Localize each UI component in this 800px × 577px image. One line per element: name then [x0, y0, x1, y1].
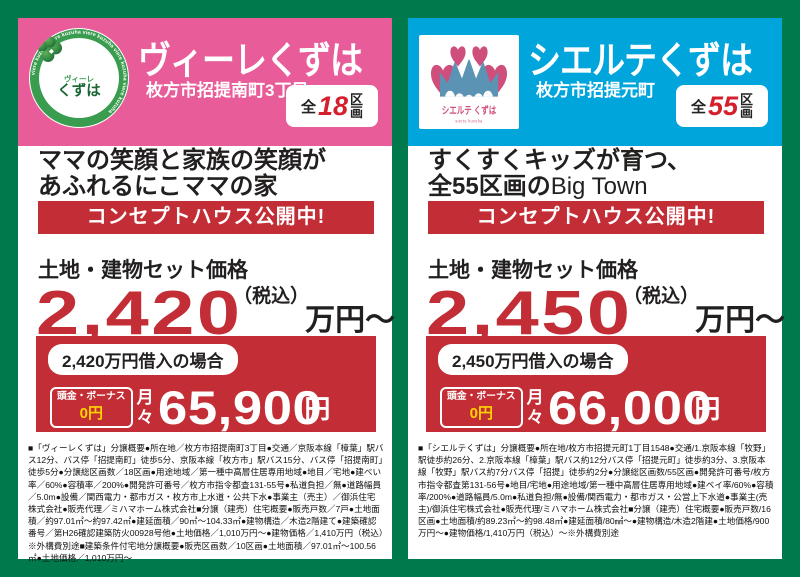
svg-text:sierte kuzuha: sierte kuzuha [455, 118, 482, 124]
svg-text:シエルテ くずは: シエルテ くずは [442, 104, 497, 116]
svg-text:ヴィーレ: ヴィーレ [64, 74, 94, 84]
svg-text:くずは: くずは [57, 82, 101, 100]
